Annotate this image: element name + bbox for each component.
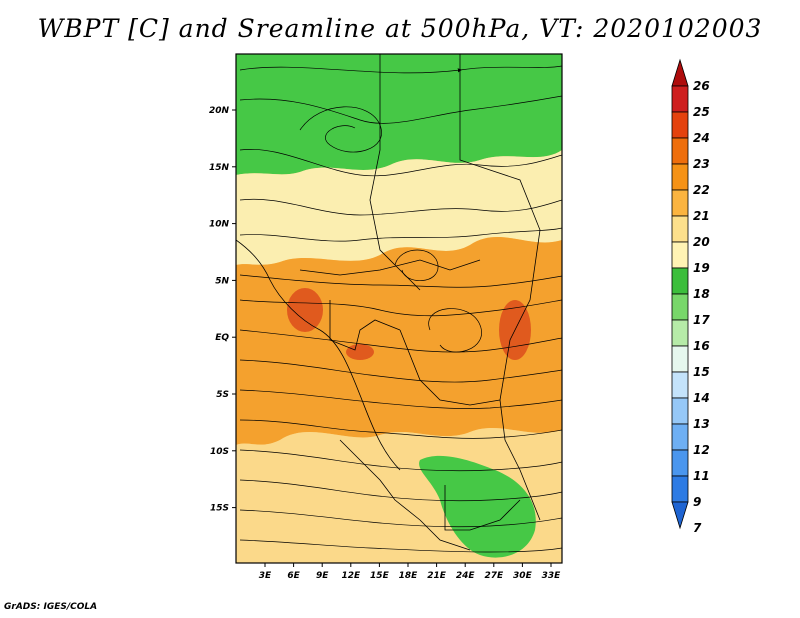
wbpt-zone-23-west xyxy=(287,288,323,332)
lat-tick-label: 15N xyxy=(209,163,230,173)
colorbar-label: 26 xyxy=(693,79,710,93)
lat-tick-label: 5N xyxy=(215,276,229,286)
colorbar-segment xyxy=(671,189,689,217)
colorbar-segment xyxy=(671,345,689,373)
colorbar-segment xyxy=(671,241,689,269)
map-frame xyxy=(235,53,563,564)
colorbar-label: 21 xyxy=(693,209,710,223)
chart-title: WBPT [C] and Sreamline at 500hPa, VT: 20… xyxy=(37,14,763,43)
footer-credit: GrADS: IGES/COLA xyxy=(4,602,98,612)
lon-tick-label: 3E xyxy=(259,571,272,581)
lon-tick-label: 30E xyxy=(513,571,533,581)
colorbar-label: 18 xyxy=(693,287,710,301)
lat-tick-label: EQ xyxy=(215,333,229,343)
colorbar-label: 23 xyxy=(693,157,710,171)
colorbar-label: 12 xyxy=(693,443,710,457)
colorbar-segment xyxy=(671,371,689,399)
colorbar-label: 17 xyxy=(693,313,710,327)
lon-tick-label: 27E xyxy=(484,571,504,581)
colorbar-label: 25 xyxy=(693,105,710,119)
lon-tick-label: 21E xyxy=(427,571,447,581)
streamlines xyxy=(239,65,562,553)
lon-tick-label: 9E xyxy=(316,571,329,581)
colorbar-segment xyxy=(671,215,689,243)
colorbar-label: 19 xyxy=(693,261,710,275)
lat-tick-label: 5S xyxy=(216,390,229,400)
colorbar-label: 20 xyxy=(693,235,710,249)
colorbar-segment xyxy=(671,85,689,113)
colorbar-bottom-arrow xyxy=(671,501,689,530)
lon-tick-label: 33E xyxy=(542,571,562,581)
colorbar-label: 24 xyxy=(693,131,710,145)
colorbar-segment xyxy=(671,267,689,295)
wbpt-zone-19 xyxy=(236,150,562,265)
colorbar-label: 7 xyxy=(693,521,702,535)
colorbar-label: 16 xyxy=(693,339,710,353)
longitude-axis: 3E 6E 9E 12E 15E 18E 21E 24E 27E 30E 33E xyxy=(259,563,561,581)
lat-tick-label: 10N xyxy=(209,220,230,230)
lon-tick-label: 15E xyxy=(370,571,390,581)
colorbar-segment xyxy=(671,293,689,321)
colorbar-label: 14 xyxy=(693,391,710,405)
colorbar-top-arrow xyxy=(671,58,689,87)
colorbar-segment xyxy=(671,397,689,425)
colorbar-label: 22 xyxy=(693,183,710,197)
lon-tick-label: 18E xyxy=(399,571,419,581)
colorbar-segment xyxy=(671,137,689,165)
colorbar-label: 13 xyxy=(693,417,710,431)
wbpt-zone-17-18-north xyxy=(236,54,562,175)
colorbar-segment xyxy=(671,163,689,191)
colorbar-label: 9 xyxy=(693,495,701,509)
latitude-axis: 20N 15N 10N 5N EQ 5S 10S 15S xyxy=(209,106,236,514)
colorbar-segment xyxy=(671,423,689,451)
lon-tick-label: 12E xyxy=(341,571,361,581)
colorbar-segment xyxy=(671,319,689,347)
colorbar: 26 25 24 23 22 21 20 19 18 17 16 15 14 13 12 11 9 7 xyxy=(671,58,710,535)
colorbar-segment xyxy=(671,111,689,139)
wbpt-zone-23-central xyxy=(346,344,374,360)
colorbar-segment xyxy=(671,475,689,503)
map-panel xyxy=(236,54,562,563)
lat-tick-label: 10S xyxy=(210,447,229,457)
lon-tick-label: 24E xyxy=(456,571,476,581)
colorbar-label: 11 xyxy=(693,469,710,483)
lat-tick-label: 20N xyxy=(209,106,230,116)
lon-tick-label: 6E xyxy=(287,571,300,581)
wbpt-zone-21-22 xyxy=(236,236,562,445)
wbpt-zone-17-18-south xyxy=(419,455,536,558)
colorbar-label: 15 xyxy=(693,365,710,379)
country-borders xyxy=(236,54,541,551)
colorbar-segment xyxy=(671,449,689,477)
lat-tick-label: 15S xyxy=(210,504,229,514)
